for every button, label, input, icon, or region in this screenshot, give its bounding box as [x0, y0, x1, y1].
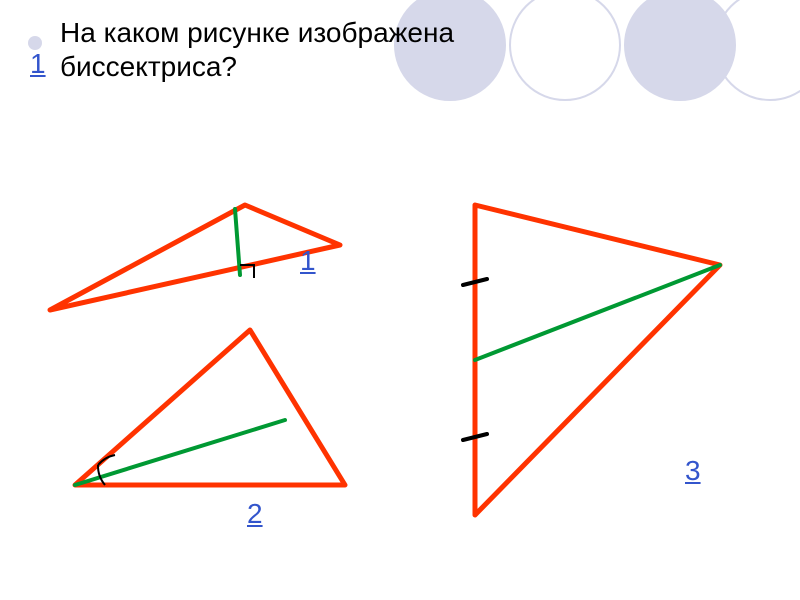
question-title: На каком рисунке изображена биссектриса?	[60, 16, 460, 83]
nav-link-1[interactable]: 1	[30, 48, 46, 80]
figure-1-link[interactable]: 1	[300, 245, 316, 277]
figure-2-bisector	[60, 315, 360, 495]
figure-2-link[interactable]: 2	[247, 498, 263, 530]
figure-3-link[interactable]: 3	[685, 455, 701, 487]
